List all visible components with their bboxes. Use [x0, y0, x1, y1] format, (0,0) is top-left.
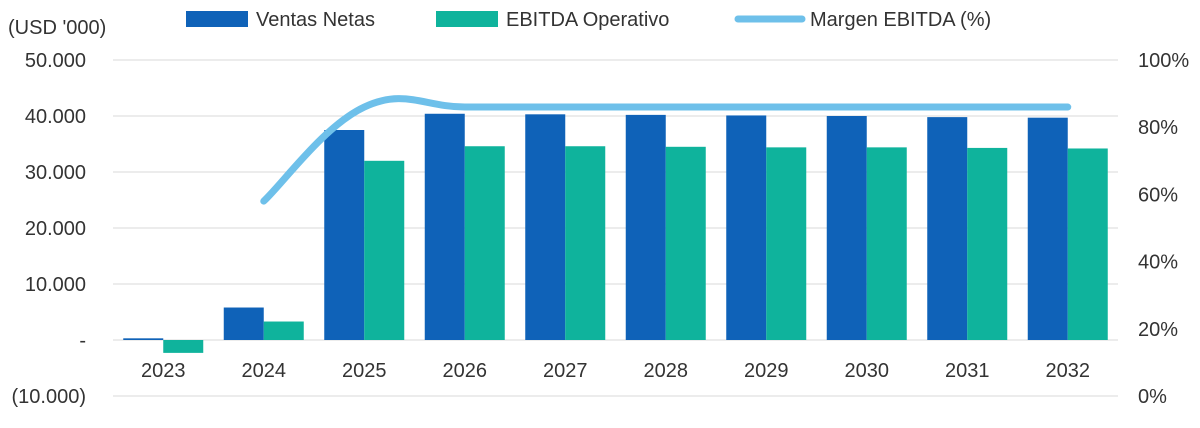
bar-ventas-netas [726, 115, 767, 340]
x-tick-label: 2026 [443, 360, 488, 382]
left-tick-label: - [79, 330, 86, 352]
x-tick-label: 2029 [744, 360, 789, 382]
x-tick-label: 2028 [644, 360, 689, 382]
left-tick-label: 20.000 [25, 218, 86, 240]
x-tick-label: 2025 [342, 360, 387, 382]
bar-ebitda-operativo [565, 146, 606, 340]
right-tick-label: 60% [1138, 184, 1178, 206]
left-axis: 50.000 40.000 30.000 20.000 10.000 - (10.000) [12, 50, 87, 408]
right-tick-label: 20% [1138, 319, 1178, 341]
right-tick-label: 80% [1138, 117, 1178, 139]
bar-ventas-netas [223, 307, 264, 340]
bar-ebitda-operativo [163, 340, 204, 353]
x-tick-label: 2032 [1046, 360, 1091, 382]
legend-label-ventas: Ventas Netas [256, 9, 375, 31]
left-tick-label: 10.000 [25, 274, 86, 296]
bar-ventas-netas [625, 114, 666, 340]
legend: Ventas Netas EBITDA Operativo Margen EBI… [186, 9, 991, 31]
bar-ebitda-operativo [1067, 148, 1108, 340]
bar-ventas-netas [424, 113, 465, 340]
x-tick-label: 2027 [543, 360, 588, 382]
right-axis: 100% 80% 60% 40% 20% 0% [1138, 50, 1189, 408]
bar-ebitda-operativo [364, 160, 405, 340]
right-tick-label: 40% [1138, 252, 1178, 274]
legend-swatch-ebitda [436, 11, 498, 27]
left-tick-label: 30.000 [25, 162, 86, 184]
left-tick-label: (10.000) [12, 386, 87, 408]
margin-line-group [260, 95, 1072, 205]
bar-ventas-netas [525, 114, 566, 340]
legend-label-ebitda: EBITDA Operativo [506, 9, 669, 31]
right-tick-label: 100% [1138, 50, 1189, 72]
legend-label-margen: Margen EBITDA (%) [810, 9, 991, 31]
bar-group [123, 113, 1108, 353]
x-tick-label: 2023 [141, 360, 186, 382]
x-axis: 2023 2024 2025 2026 2027 2028 2029 2030 2031 2032 [141, 360, 1090, 382]
left-tick-label: 50.000 [25, 50, 86, 72]
bar-ebitda-operativo [665, 146, 706, 340]
margen-ebitda-line [260, 95, 1072, 205]
x-tick-label: 2031 [945, 360, 990, 382]
left-tick-label: 40.000 [25, 106, 86, 128]
bar-ebitda-operativo [866, 147, 907, 340]
bar-ebitda-operativo [263, 321, 304, 340]
legend-swatch-ventas [186, 11, 248, 27]
bar-ventas-netas [324, 130, 365, 340]
bar-ebitda-operativo [766, 147, 807, 340]
x-tick-label: 2024 [242, 360, 287, 382]
right-tick-label: 0% [1138, 386, 1167, 408]
bar-ebitda-operativo [464, 146, 505, 340]
bar-ebitda-operativo [967, 147, 1008, 340]
bar-ventas-netas [123, 338, 164, 340]
x-tick-label: 2030 [845, 360, 890, 382]
bar-ventas-netas [927, 117, 968, 341]
bar-ventas-netas [1027, 117, 1068, 341]
bar-ventas-netas [826, 116, 867, 340]
unit-label: (USD '000) [8, 17, 106, 39]
